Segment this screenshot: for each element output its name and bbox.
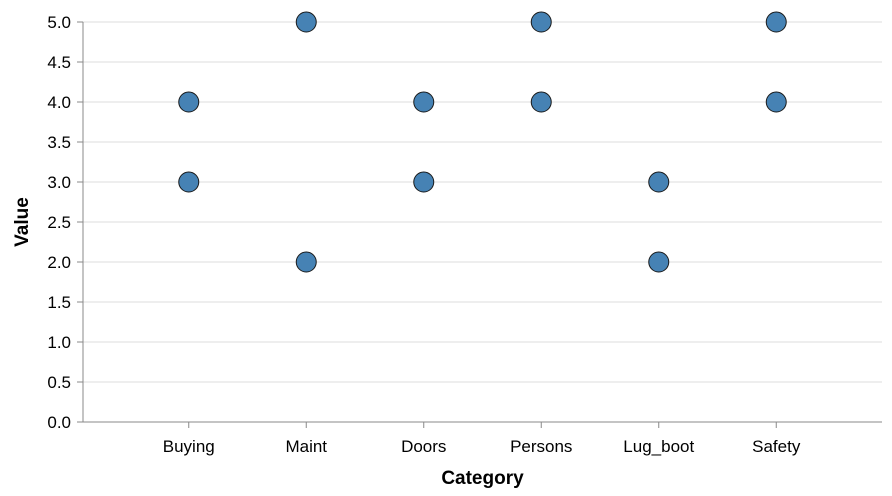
data-point (648, 251, 670, 273)
axis-layer: 0.0 0.5 1.0 1.5 2.0 2.5 3.0 3.5 4.0 4.5 5.0 Buying M… (47, 13, 882, 456)
x-tick-label: Safety (752, 437, 801, 456)
x-tick-label: Maint (285, 437, 327, 456)
y-tick-label: 3.0 (47, 173, 71, 192)
x-axis-title: Category (441, 468, 524, 489)
grid-layer (83, 21, 882, 383)
y-tick-label: 0.5 (47, 373, 71, 392)
y-tick-label: 4.5 (47, 53, 71, 72)
y-tick-label: 2.5 (47, 213, 71, 232)
data-point (530, 11, 552, 33)
y-tick-label: 1.0 (47, 333, 71, 352)
x-tick-label: Buying (163, 437, 215, 456)
data-point (295, 251, 317, 273)
data-point (648, 171, 670, 193)
y-tick-label: 0.0 (47, 413, 71, 432)
y-tick-label: 4.0 (47, 93, 71, 112)
data-point (178, 91, 200, 113)
data-point (413, 91, 435, 113)
data-point (765, 91, 787, 113)
y-tick-label: 1.5 (47, 293, 71, 312)
data-point (765, 11, 787, 33)
x-tick-label: Persons (510, 437, 572, 456)
y-tick-label: 3.5 (47, 133, 71, 152)
x-tick-label: Lug_boot (623, 437, 694, 456)
y-tick-label: 5.0 (47, 13, 71, 32)
data-point (295, 11, 317, 33)
x-tick-label: Doors (401, 437, 446, 456)
y-tick-label: 2.0 (47, 253, 71, 272)
data-point (413, 171, 435, 193)
data-point (178, 171, 200, 193)
points-layer (178, 11, 787, 273)
data-point (530, 91, 552, 113)
y-axis-title: Value (12, 197, 33, 247)
